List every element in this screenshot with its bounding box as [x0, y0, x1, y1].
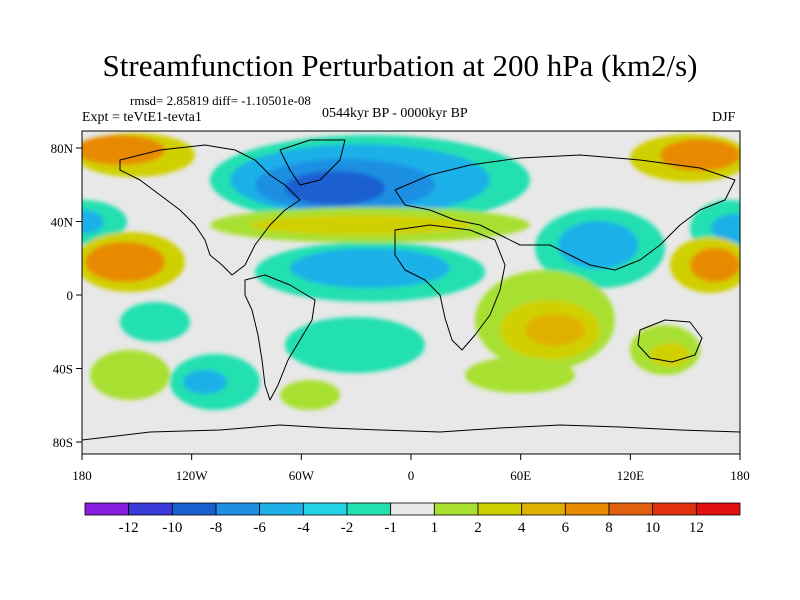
contour-blob — [82, 210, 104, 234]
lon-tick-label: 0 — [408, 468, 415, 483]
coastlines — [82, 139, 740, 441]
colorbar-swatch — [521, 502, 566, 516]
colorbar-label: -2 — [341, 520, 354, 536]
lon-tick-label: 120W — [176, 468, 209, 483]
south-america-coast — [244, 274, 316, 401]
colorbar-swatch — [302, 502, 348, 516]
lon-tick-label: 180 — [72, 468, 92, 483]
contour-blob — [82, 200, 127, 244]
lon-tick-label: 60W — [289, 468, 315, 483]
contour-blob — [290, 248, 450, 288]
lon-tick-label: 120E — [617, 468, 645, 483]
lat-tick-label: 80N — [51, 141, 74, 156]
latitude-axis: 80N 40N 0 40S 80S — [51, 141, 82, 450]
colorbar-label: -6 — [253, 520, 266, 536]
australia-coast — [637, 319, 703, 363]
contour-blob — [82, 135, 165, 165]
colorbar-swatch — [215, 502, 261, 516]
contour-blob — [690, 248, 740, 282]
colorbar-label: -1 — [384, 520, 397, 536]
colorbar-swatch — [390, 502, 435, 516]
experiment-label: Expt = teVtE1-tevta1 — [82, 110, 202, 125]
colorbar-swatch — [433, 502, 479, 516]
colorbar-swatch — [346, 502, 392, 516]
contour-blob — [183, 370, 227, 394]
colorbar-label: 4 — [518, 520, 526, 536]
rmsd-stats-label: rmsd= 2.85819 diff= -1.10501e-08 — [130, 93, 311, 108]
lat-tick-label: 80S — [53, 435, 73, 450]
colorbar-swatch — [128, 502, 173, 516]
colorbar — [84, 502, 741, 516]
contour-blob — [90, 350, 170, 400]
contour-blob — [558, 221, 638, 269]
colorbar-label: 8 — [605, 520, 613, 536]
lon-tick-label: 60E — [510, 468, 531, 483]
colorbar-swatch — [477, 502, 523, 516]
colorbar-label: -12 — [119, 520, 139, 536]
colorbar-label: 2 — [474, 520, 482, 536]
longitude-axis: 180 120W 60W 0 60E 120E 180 — [72, 454, 750, 483]
contour-blob — [120, 302, 190, 342]
colorbar-swatch — [652, 502, 697, 516]
contour-blob — [465, 357, 575, 393]
colorbar-label: 1 — [431, 520, 439, 536]
colorbar-label: 12 — [689, 520, 704, 536]
contour-blob — [650, 343, 690, 367]
contour-blob — [280, 380, 340, 410]
colorbar-swatch — [695, 502, 741, 516]
colorbar-label: 10 — [645, 520, 660, 536]
colorbar-labels: -12 -10 -8 -6 -4 -2 -1 1 2 4 6 8 10 12 — [119, 520, 704, 536]
contour-field — [82, 131, 740, 454]
antarctica-coast — [82, 424, 740, 441]
contour-blob — [285, 171, 385, 205]
lat-tick-label: 0 — [67, 288, 74, 303]
lat-tick-label: 40N — [51, 215, 74, 230]
contour-blob — [250, 215, 470, 235]
colorbar-swatch — [564, 502, 610, 516]
eurasia-coast — [394, 154, 736, 271]
colorbar-swatch — [84, 502, 130, 516]
colorbar-label: -4 — [297, 520, 310, 536]
period-label: 0544kyr BP - 0000kyr BP — [322, 106, 468, 121]
season-label: DJF — [712, 110, 736, 125]
colorbar-swatch — [171, 502, 217, 516]
contour-blob — [285, 317, 425, 373]
africa-coast — [394, 224, 506, 351]
colorbar-label: 6 — [562, 520, 570, 536]
contour-blob — [85, 242, 165, 282]
colorbar-swatch — [608, 502, 654, 516]
north-america-coast — [119, 144, 301, 276]
colorbar-swatch — [259, 502, 304, 516]
contour-blob — [660, 139, 740, 171]
contour-blob — [525, 314, 585, 346]
lon-tick-label: 180 — [730, 468, 750, 483]
greenland-coast — [279, 139, 346, 186]
colorbar-label: -8 — [210, 520, 223, 536]
chart-title: Streamfunction Perturbation at 200 hPa (… — [102, 48, 698, 83]
lat-tick-label: 40S — [53, 362, 73, 377]
contour-blob — [711, 214, 740, 242]
colorbar-label: -10 — [162, 520, 182, 536]
